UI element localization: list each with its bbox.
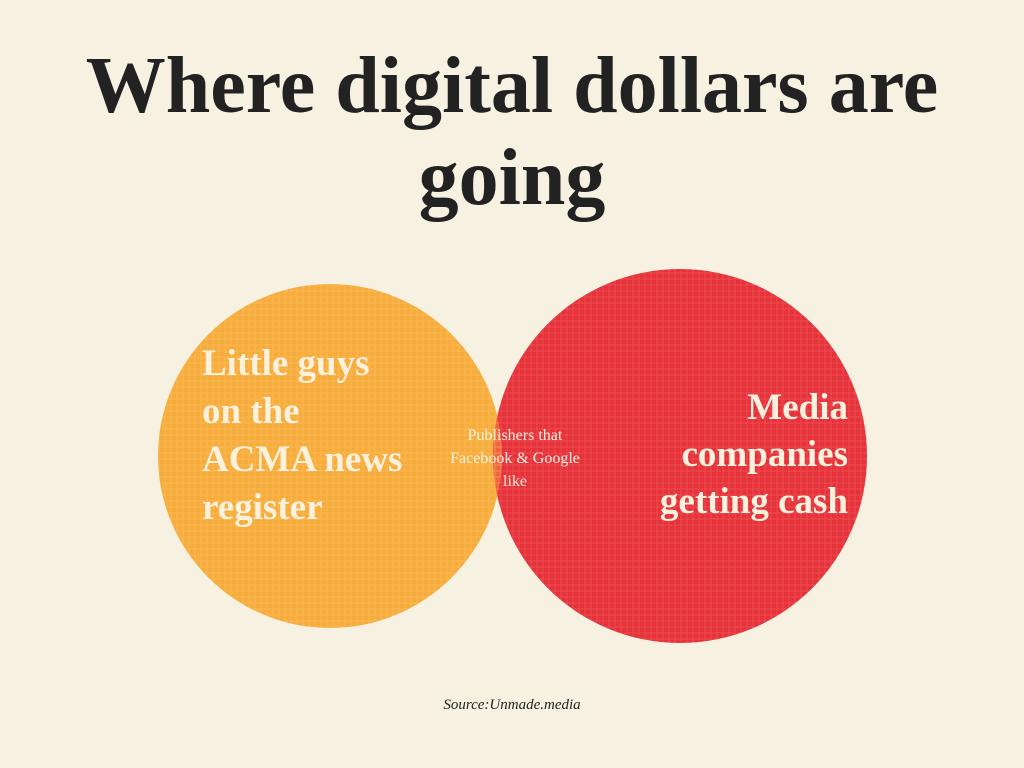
right-circle-label: Media companies getting cash (659, 387, 848, 522)
source: Source:Unmade.media (443, 697, 581, 713)
left-circle-label: Little guys on the ACMA news register (202, 343, 403, 528)
overlap-label: Publishers that Facebook & Google like (450, 427, 580, 490)
right-texture (493, 269, 867, 643)
title: Where digital dollars are going (85, 42, 939, 222)
left-texture (158, 284, 502, 628)
